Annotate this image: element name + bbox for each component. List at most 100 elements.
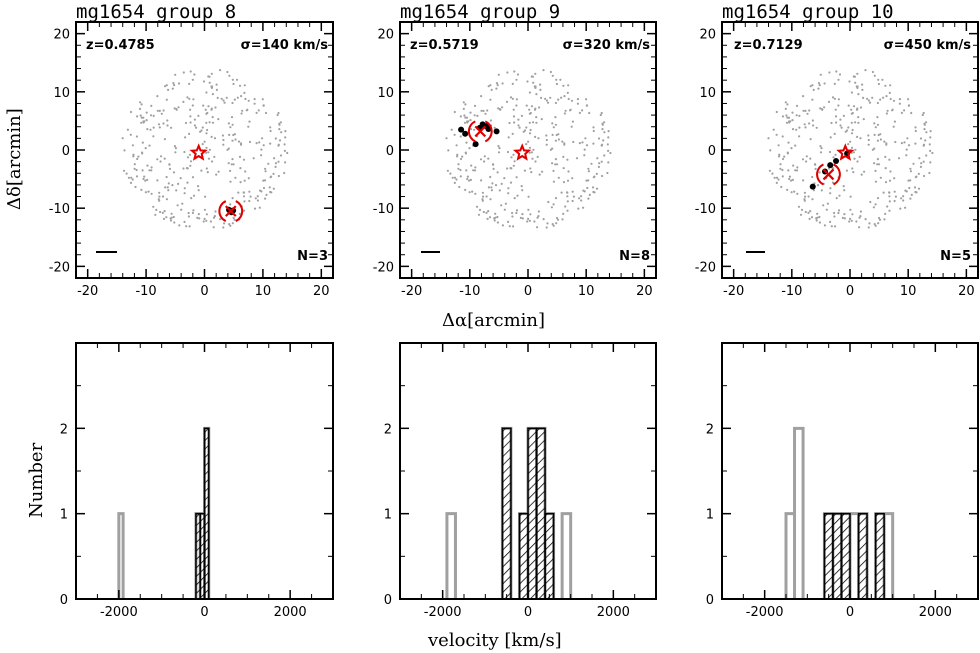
field-galaxy-point [790, 147, 793, 150]
field-galaxy-point [907, 104, 911, 107]
field-galaxy-point [877, 163, 881, 166]
field-galaxy-point [507, 187, 510, 190]
field-galaxy-point [463, 121, 467, 124]
field-galaxy-point [816, 216, 819, 219]
y-tick-label: -20 [49, 260, 70, 275]
field-galaxy-point [138, 107, 142, 110]
field-galaxy-point [262, 179, 265, 182]
field-galaxy-point [588, 111, 591, 115]
field-galaxy-point [898, 98, 902, 101]
field-galaxy-point [876, 197, 880, 200]
field-galaxy-point [486, 217, 489, 220]
field-galaxy-point [914, 126, 917, 129]
field-galaxy-point [840, 126, 843, 129]
field-galaxy-point [791, 119, 794, 122]
x-tick-label: 10 [578, 284, 595, 299]
field-galaxy-point [253, 102, 256, 105]
field-galaxy-point [834, 225, 837, 228]
field-galaxy-point [136, 157, 139, 161]
field-galaxy-point [580, 199, 583, 202]
field-galaxy-point [158, 195, 161, 198]
field-galaxy-point [255, 111, 258, 114]
field-galaxy-point [507, 136, 510, 139]
field-galaxy-point [808, 109, 811, 112]
field-galaxy-point [542, 218, 545, 221]
lens-star-marker [836, 143, 855, 161]
field-galaxy-point [284, 130, 287, 133]
field-galaxy-point [233, 133, 236, 136]
field-galaxy-point [566, 195, 569, 198]
field-galaxy-point [156, 95, 159, 98]
field-galaxy-point [168, 167, 172, 170]
field-galaxy-point [857, 116, 860, 119]
field-galaxy-point [158, 109, 161, 112]
field-galaxy-point [232, 216, 235, 220]
field-galaxy-point [600, 144, 603, 147]
field-galaxy-point [575, 157, 579, 160]
field-galaxy-point [860, 173, 863, 176]
field-galaxy-point [490, 186, 493, 189]
field-galaxy-point [146, 128, 149, 131]
field-galaxy-point [495, 87, 498, 90]
centroid-error-arc [467, 120, 476, 143]
field-galaxy-point [582, 206, 585, 209]
field-galaxy-point [807, 195, 810, 198]
field-galaxy-point [207, 151, 210, 154]
field-galaxy-point [822, 204, 825, 207]
field-galaxy-point [459, 168, 462, 172]
field-galaxy-point [170, 212, 173, 215]
field-galaxy-point [473, 104, 477, 107]
field-galaxy-point [882, 96, 885, 99]
field-galaxy-point [777, 144, 780, 147]
field-galaxy-point [793, 190, 796, 193]
field-galaxy-point [469, 111, 472, 114]
field-galaxy-point [922, 111, 925, 115]
y-tick-label: 0 [706, 593, 714, 608]
field-galaxy-point [214, 210, 217, 213]
field-galaxy-point [849, 140, 852, 143]
field-galaxy-point [191, 176, 195, 179]
field-galaxy-point [851, 167, 854, 170]
field-galaxy-point [773, 176, 776, 179]
field-galaxy-point [466, 175, 469, 178]
field-galaxy-point [848, 80, 851, 83]
y-tick-label: 0 [708, 144, 716, 159]
lens-star-marker [512, 143, 532, 161]
field-galaxy-point [576, 98, 580, 101]
field-galaxy-point [466, 177, 469, 181]
field-galaxy-point [833, 215, 836, 218]
field-galaxy-point [572, 195, 576, 198]
field-galaxy-point [542, 69, 545, 72]
field-galaxy-point [803, 191, 807, 194]
y-tick-label: 10 [377, 86, 394, 101]
field-galaxy-point [279, 121, 282, 124]
field-galaxy-point [231, 123, 234, 126]
sky-panel-title: mg1654 group 8 [76, 1, 236, 23]
field-galaxy-point [186, 96, 189, 99]
field-galaxy-point [171, 87, 174, 90]
bottom-y-axis-label: Number [26, 442, 47, 518]
y-tick-label: 2 [60, 422, 68, 437]
field-galaxy-point [166, 186, 169, 189]
field-galaxy-point [497, 151, 501, 154]
field-galaxy-point [241, 109, 244, 112]
field-galaxy-point [555, 163, 559, 166]
field-galaxy-point [150, 166, 153, 169]
field-galaxy-point [243, 209, 246, 212]
field-galaxy-point [530, 151, 534, 154]
field-galaxy-point [595, 187, 599, 190]
field-galaxy-point [122, 169, 126, 172]
field-galaxy-point [464, 188, 467, 191]
field-galaxy-point [838, 194, 841, 197]
field-galaxy-point [174, 73, 177, 76]
field-galaxy-point [533, 220, 536, 223]
y-tick-label: -20 [373, 260, 394, 275]
field-galaxy-point [819, 73, 822, 76]
field-galaxy-point [909, 179, 912, 182]
field-galaxy-point [217, 118, 220, 121]
field-galaxy-point [876, 158, 880, 161]
field-galaxy-point [892, 125, 895, 128]
field-galaxy-point [154, 213, 157, 216]
field-galaxy-point [159, 210, 162, 214]
field-galaxy-point [483, 160, 486, 163]
